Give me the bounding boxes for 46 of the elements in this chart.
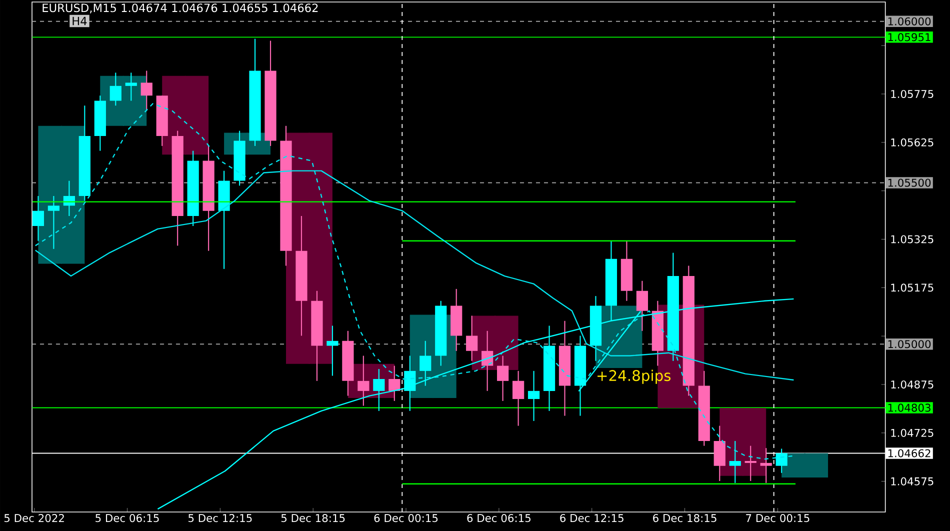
- y-tick-label: 1.05325: [891, 235, 934, 244]
- candlestick: [48, 195, 60, 250]
- x-tick-label: 6 Dec 12:15: [560, 514, 624, 522]
- candlestick: [358, 355, 370, 406]
- x-tick-label: 6 Dec 00:15: [374, 514, 438, 522]
- candlestick: [528, 370, 540, 422]
- candlestick: [729, 440, 741, 484]
- candlestick: [404, 355, 416, 412]
- candlestick: [140, 70, 152, 112]
- annotation: +24.8pips: [598, 370, 671, 384]
- ref-line-label: 1.05000: [888, 340, 931, 348]
- y-tick-label: 1.04575: [891, 477, 934, 486]
- candlestick: [32, 195, 44, 242]
- candlestick: [776, 448, 788, 474]
- x-tick-label: 5 Dec 2022: [4, 514, 64, 522]
- ref-line-label: 1.06000: [888, 17, 931, 26]
- x-tick-label: 6 Dec 06:15: [467, 514, 530, 522]
- ref-line-label: 1.04803: [888, 404, 930, 412]
- ref-line-label: 1.05500: [888, 178, 931, 187]
- candlestick: [110, 72, 122, 106]
- chart-title: EURUSD,M15 1.04674 1.04676 1.04655 1.04662: [42, 4, 318, 14]
- x-tick-label: 5 Dec 06:15: [96, 514, 159, 522]
- y-tick-label: 1.05775: [891, 90, 934, 98]
- candlestick: [760, 448, 772, 484]
- candlestick: [373, 368, 385, 412]
- candlestick: [466, 315, 478, 362]
- candlestick: [497, 355, 509, 402]
- y-tick-label: 1.05175: [891, 284, 934, 292]
- y-tick-label: 1.04875: [891, 380, 934, 389]
- candlestick: [326, 325, 338, 376]
- annotation: H4: [72, 16, 87, 26]
- y-tick-label: 1.05625: [891, 138, 934, 146]
- x-tick-label: 5 Dec 18:15: [281, 514, 345, 522]
- y-tick-label: 1.04725: [891, 428, 934, 437]
- x-tick-label: 6 Dec 18:15: [653, 514, 716, 522]
- ref-line-label: 1.04662: [888, 449, 930, 458]
- ref-line-label: 1.05951: [888, 33, 930, 42]
- candlestick: [744, 445, 756, 482]
- line-series: [34, 103, 794, 460]
- candlestick: [420, 340, 432, 386]
- candlestick: [636, 280, 648, 332]
- candlestick: [125, 72, 137, 102]
- candlestick: [512, 370, 524, 426]
- candlestick: [388, 365, 400, 402]
- x-tick-label: 7 Dec 00:15: [746, 514, 810, 522]
- x-tick-label: 5 Dec 12:15: [188, 514, 252, 522]
